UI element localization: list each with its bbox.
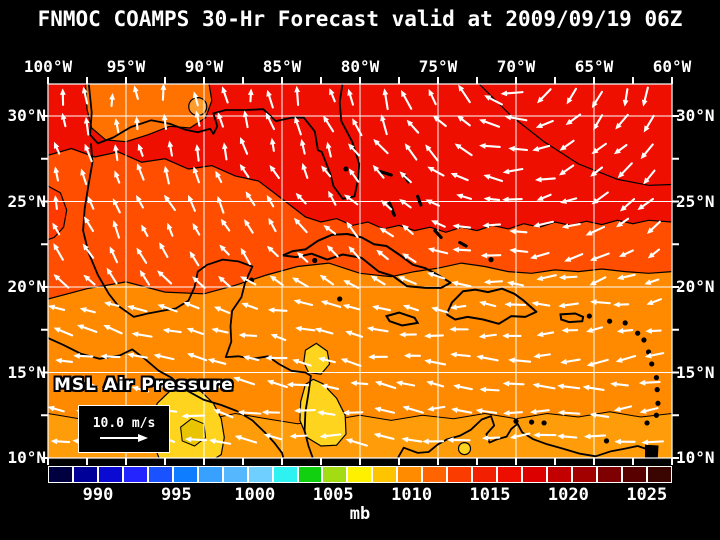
colorbar-swatch [273,467,297,482]
colorbar-swatch [498,467,522,482]
pressure-colorbar [48,466,672,483]
colorbar-swatch [323,467,347,482]
lon-tick-label: 80°W [340,57,380,76]
colorbar-swatch [223,467,247,482]
colorbar-swatch [647,467,671,482]
colorbar-swatch [98,467,122,482]
lon-tick-label: 65°W [574,57,614,76]
colorbar-tick-label: 1005 [312,485,354,505]
lon-tick-label: 60°W [652,57,692,76]
lat-tick-label: 30°N [7,106,46,125]
colorbar-tick-label: 995 [161,485,192,505]
colorbar-swatch [373,467,397,482]
colorbar-swatch [448,467,472,482]
lat-tick-label: 15°N [7,362,46,382]
wind-legend-label: 10.0 m/s [92,415,156,431]
colorbar-swatch [622,467,646,482]
lon-tick-label: 90°W [184,57,224,76]
colorbar-swatch [423,467,447,482]
lat-tick-label: 25°N [676,191,715,211]
colorbar-swatch [473,467,497,482]
chart-title: FNMOC COAMPS 30-Hr Forecast valid at 200… [37,7,683,31]
overlay-variable-label: MSL Air Pressure [54,375,234,395]
colorbar-tick-label: 990 [82,485,114,505]
colorbar-tick-label: 1010 [391,485,433,505]
lat-tick-label: 15°N [676,362,715,382]
colorbar-swatch [597,467,621,482]
lat-tick-label: 10°N [676,448,715,467]
colorbar-swatch [49,467,72,482]
wind-legend-arrow-icon [100,433,148,442]
colorbar-swatch [198,467,222,482]
colorbar-swatch [573,467,596,482]
colorbar-swatch [348,467,372,482]
colorbar-swatch [298,467,322,482]
colorbar-tick-label: 1000 [234,485,276,505]
colorbar-tick-label: 1020 [547,485,589,505]
lon-tick-label: 100°W [23,57,73,76]
colorbar-swatch [73,467,97,482]
colorbar-tick-label: 1015 [469,485,511,505]
colorbar-unit-label: mb [349,504,371,524]
colorbar-tick-label: 1025 [626,485,668,505]
lon-tick-label: 70°W [496,57,536,76]
lon-tick-label: 75°W [418,57,458,76]
lat-tick-label: 10°N [7,448,46,467]
lat-tick-label: 20°N [7,277,46,296]
colorbar-swatch [523,467,547,482]
lon-tick-label: 95°W [106,57,146,76]
lat-tick-label: 25°N [7,191,46,211]
colorbar-swatch [398,467,422,482]
wind-vector-legend: 10.0 m/s [78,405,170,453]
lat-tick-label: 30°N [676,106,715,125]
colorbar-swatch [148,467,172,482]
colorbar-swatch [248,467,272,482]
lat-tick-label: 20°N [676,277,715,296]
colorbar-swatch [548,467,572,482]
colorbar-swatch [123,467,147,482]
colorbar-swatch [173,467,197,482]
lon-tick-label: 85°W [262,57,302,76]
